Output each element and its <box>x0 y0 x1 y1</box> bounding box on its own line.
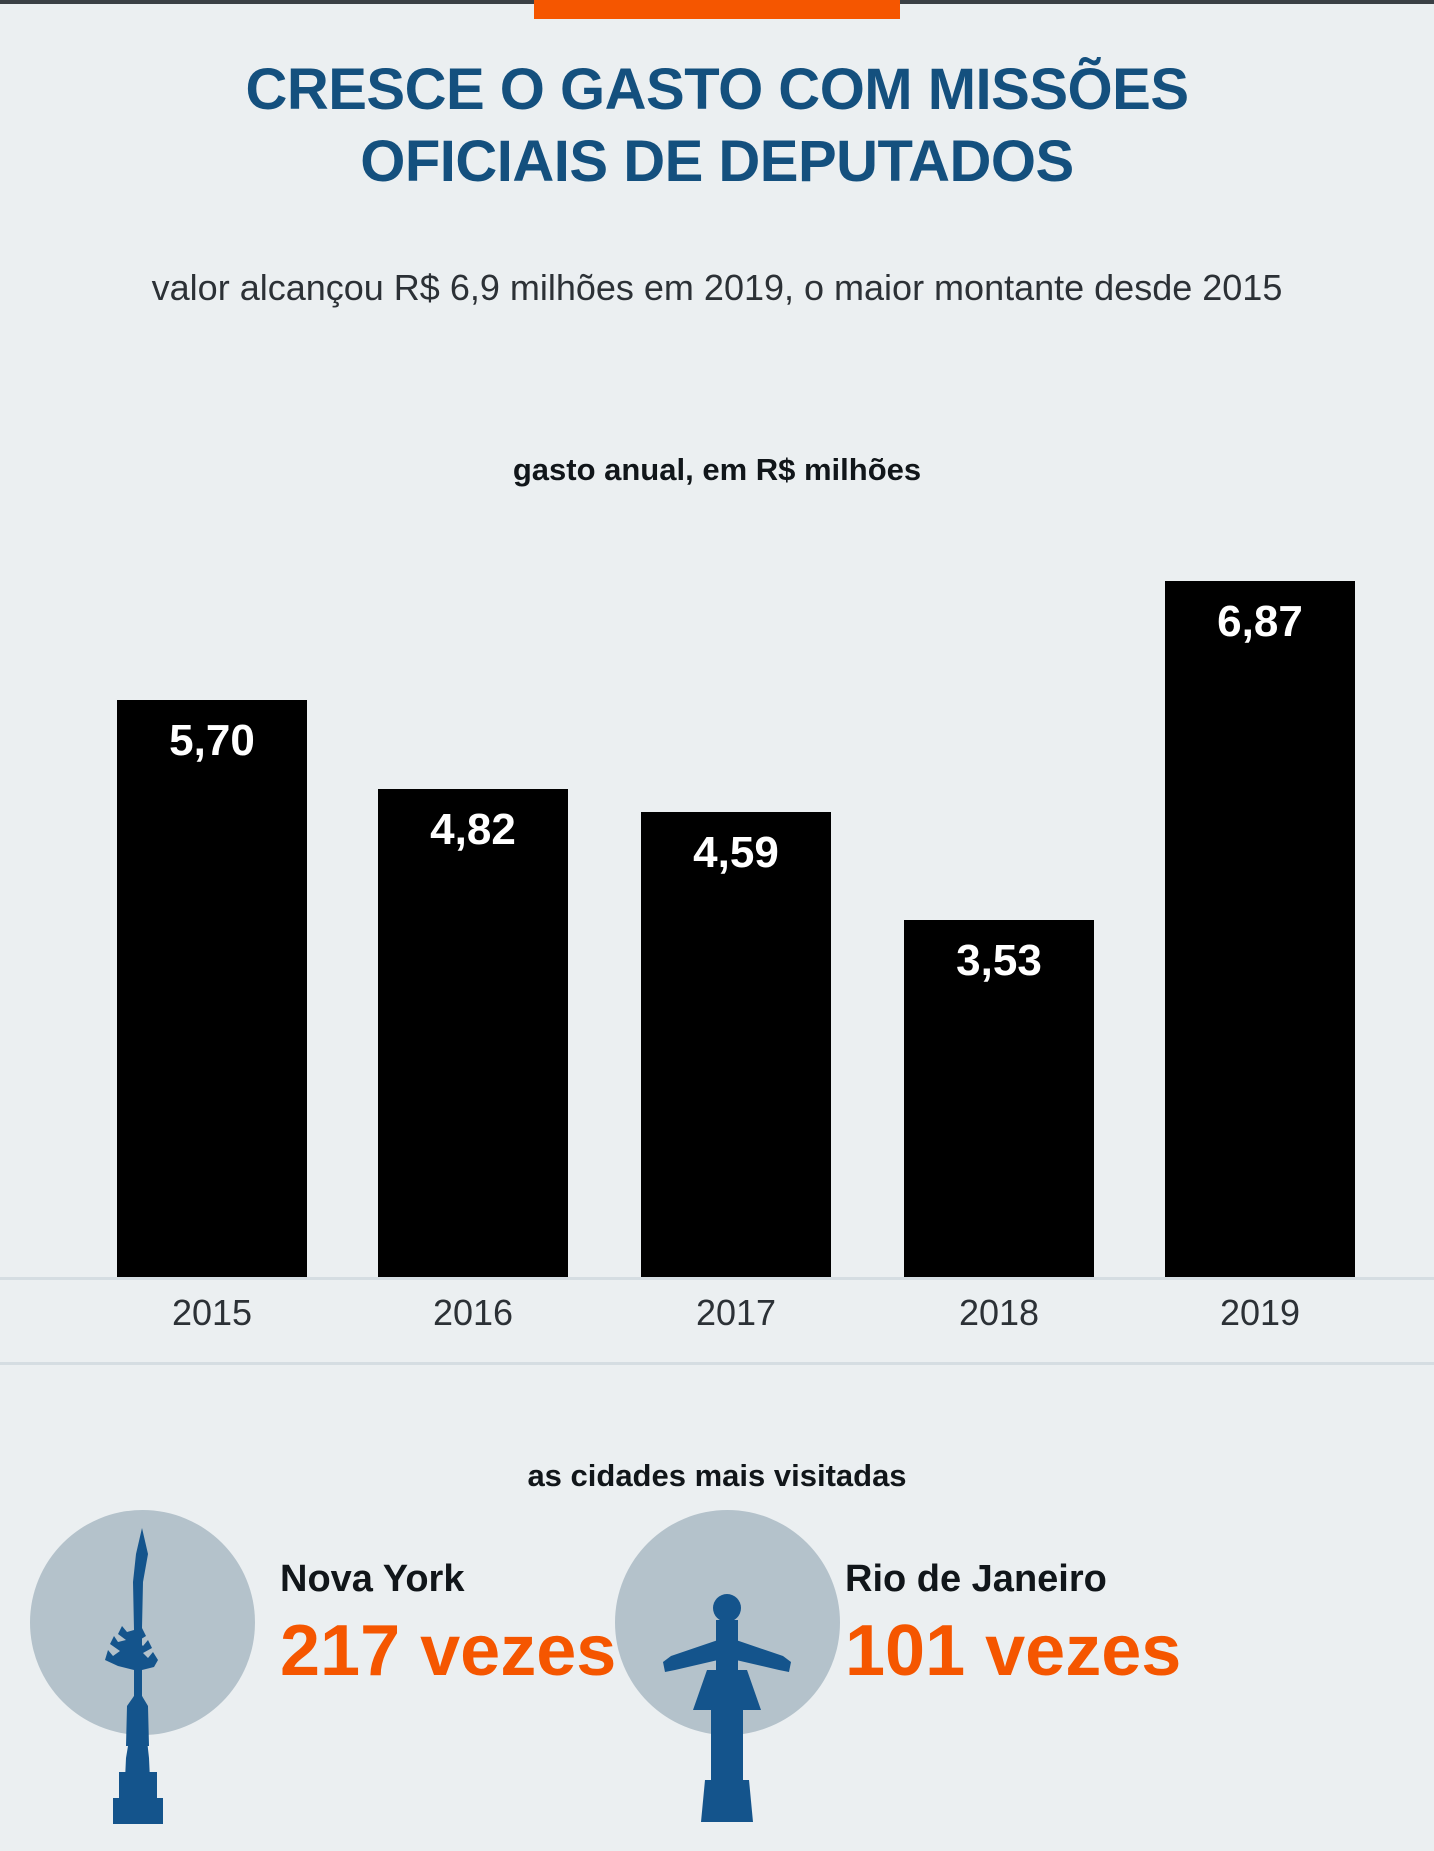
chart-baseline <box>0 1277 1434 1280</box>
bar-value-2015: 5,70 <box>169 716 255 765</box>
x-axis-label-2016: 2016 <box>432 1292 514 1333</box>
chart-title: gasto anual, em R$ milhões <box>512 452 922 487</box>
bar-value-2019: 6,87 <box>1217 597 1303 646</box>
page-title-line-2: OFICIAIS DE DEPUTADOS <box>360 129 1074 194</box>
city-item-rio-de-janeiro: Rio de Janeiro 101 vezes <box>615 1510 1415 1822</box>
city-name-nova-york: Nova York <box>280 1558 465 1600</box>
city-name-rio-de-janeiro: Rio de Janeiro <box>845 1558 1107 1600</box>
page-title: CRESCE O GASTO COM MISSÕES OFICIAIS DE D… <box>0 54 1434 198</box>
bar-2017 <box>641 812 831 1278</box>
section-divider <box>0 1362 1434 1365</box>
christ-redeemer-icon <box>663 1594 791 1822</box>
x-axis-label-2015: 2015 <box>171 1292 253 1333</box>
bar-2019 <box>1165 581 1355 1278</box>
bar-value-2016: 4,82 <box>430 805 516 854</box>
orange-accent-bar <box>534 0 900 19</box>
city-value-rio-de-janeiro: 101 vezes <box>845 1611 1182 1691</box>
city-value-nova-york: 217 vezes <box>280 1611 617 1691</box>
x-axis-label-2019: 2019 <box>1219 1292 1301 1333</box>
page-subtitle: valor alcançou R$ 6,9 milhões em 2019, o… <box>151 267 1283 308</box>
page-title-line-1: CRESCE O GASTO COM MISSÕES <box>245 57 1189 122</box>
statue-of-liberty-icon <box>105 1528 163 1824</box>
bar-value-2018: 3,53 <box>956 936 1042 985</box>
city-item-nova-york: Nova York 217 vezes <box>30 1510 690 1824</box>
bar-2016 <box>378 789 568 1278</box>
bar-2018 <box>904 920 1094 1278</box>
x-axis-label-2017: 2017 <box>695 1292 777 1333</box>
bar-value-2017: 4,59 <box>693 828 779 877</box>
cities-section-title: as cidades mais visitadas <box>527 1458 907 1493</box>
bar-2015 <box>117 700 307 1278</box>
x-axis-label-2018: 2018 <box>958 1292 1040 1333</box>
